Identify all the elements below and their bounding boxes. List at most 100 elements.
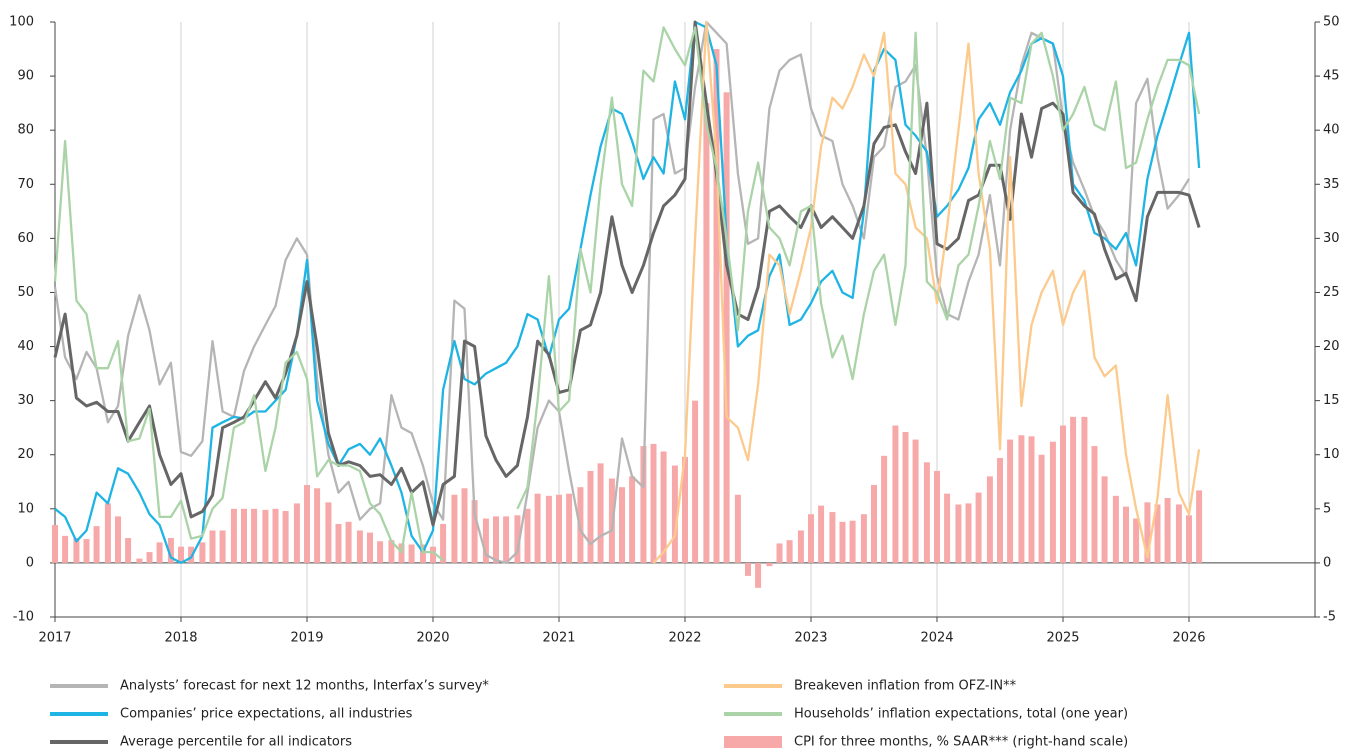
bar <box>440 523 447 563</box>
bar <box>1164 498 1171 563</box>
bar <box>1154 504 1161 563</box>
y2-tick-label: 10 <box>1323 447 1340 462</box>
bar <box>566 493 573 563</box>
y-tick-label: 40 <box>17 339 34 354</box>
y-tick-label: 90 <box>17 69 34 84</box>
series-line <box>53 20 1190 565</box>
bar <box>1049 441 1056 563</box>
bar <box>902 432 909 563</box>
bar <box>419 544 426 563</box>
bar <box>282 510 289 563</box>
x-tick-label: 2017 <box>38 631 71 646</box>
bar <box>766 562 773 567</box>
bar <box>136 558 143 563</box>
bar <box>461 488 468 563</box>
bar <box>356 530 363 563</box>
bar <box>493 516 499 563</box>
bar <box>524 508 531 563</box>
bar <box>1091 446 1098 563</box>
bar <box>104 503 111 563</box>
bar <box>272 508 279 563</box>
y2-tick-label: 0 <box>1323 555 1331 570</box>
bar <box>325 502 332 563</box>
y-tick-label: 70 <box>17 177 34 192</box>
bar <box>986 476 993 563</box>
y2-tick-label: 40 <box>1323 123 1340 138</box>
bar <box>1038 454 1045 563</box>
bar <box>1070 416 1077 563</box>
bar <box>125 538 132 563</box>
bar <box>745 562 751 576</box>
bar <box>219 530 226 563</box>
bar <box>1060 425 1066 563</box>
bar <box>703 103 710 563</box>
x-tick-label: 2019 <box>290 631 323 646</box>
y2-tick-label: 15 <box>1323 393 1340 408</box>
bar <box>335 523 342 563</box>
bar <box>808 514 814 563</box>
y-tick-label: 50 <box>17 285 34 300</box>
bar <box>1028 436 1035 563</box>
bar <box>892 425 899 563</box>
bar <box>1018 435 1025 563</box>
bar <box>146 552 153 563</box>
x-tick-label: 2023 <box>794 631 827 646</box>
bar <box>692 400 699 563</box>
legend-label: Households’ inflation expectations, tota… <box>794 707 1128 722</box>
legend-label: Analysts’ forecast for next 12 months, I… <box>120 679 489 694</box>
bar <box>755 562 762 588</box>
bar <box>776 543 783 563</box>
bar <box>671 465 678 563</box>
x-tick-label: 2021 <box>542 631 575 646</box>
bar <box>965 503 972 563</box>
bar <box>293 503 300 563</box>
y2-tick-label: 20 <box>1323 339 1340 354</box>
bar <box>1081 416 1088 563</box>
bar <box>1112 495 1119 563</box>
bar <box>619 487 625 563</box>
bar <box>997 457 1003 563</box>
bar <box>230 508 237 563</box>
y2-tick-label: -5 <box>1323 610 1336 625</box>
bar <box>1186 515 1192 563</box>
bar <box>871 485 877 563</box>
bar <box>93 526 100 563</box>
bar <box>640 446 647 563</box>
bar <box>1175 504 1182 563</box>
y-tick-label: 30 <box>17 393 34 408</box>
bar <box>934 470 940 563</box>
bar <box>241 508 247 563</box>
bar <box>1101 476 1108 563</box>
bar <box>115 516 121 563</box>
bar <box>829 512 836 563</box>
y-tick-label: 60 <box>17 231 34 246</box>
bar <box>912 439 919 563</box>
y2-tick-label: 5 <box>1323 501 1331 516</box>
y-tick-label: 10 <box>17 501 34 516</box>
bar <box>156 542 163 563</box>
bar <box>1196 490 1203 563</box>
bar <box>167 538 174 563</box>
bar <box>52 525 58 563</box>
bar <box>451 494 458 563</box>
y-tick-label: 80 <box>17 123 34 138</box>
bar <box>587 470 594 563</box>
x-tick-label: 2022 <box>668 631 701 646</box>
bar <box>262 509 269 563</box>
bar <box>723 92 730 563</box>
bar <box>62 535 69 563</box>
bar <box>503 516 510 563</box>
bar <box>682 456 688 563</box>
x-tick-label: 2018 <box>164 631 197 646</box>
bar <box>923 462 930 563</box>
bar <box>199 542 206 563</box>
x-tick-label: 2024 <box>920 631 953 646</box>
bar <box>849 520 856 563</box>
y-tick-label: 0 <box>26 555 34 570</box>
bar <box>83 539 90 563</box>
y-tick-label: -10 <box>13 610 34 625</box>
series-line <box>53 20 1201 527</box>
y2-tick-label: 25 <box>1323 285 1340 300</box>
legend-swatch <box>724 736 782 748</box>
